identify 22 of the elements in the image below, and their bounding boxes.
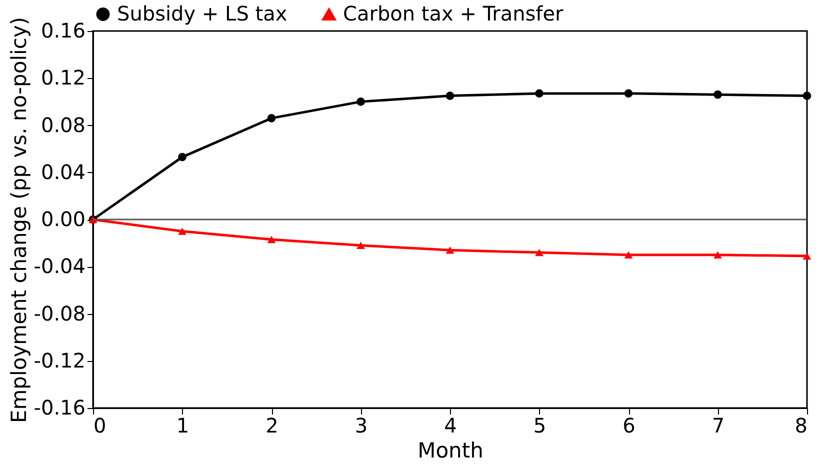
x-tick-label: 2	[266, 414, 278, 438]
x-tick-label: 0	[94, 414, 106, 438]
x-tick-label: 3	[354, 414, 368, 438]
x-tick-label: 6	[622, 414, 636, 438]
y-tick-label: 0.16	[40, 18, 86, 42]
y-tick-label: -0.12	[34, 348, 86, 372]
y-tick-label: -0.08	[34, 301, 86, 326]
y-tick-label: 0.00	[40, 207, 86, 231]
x-axis-title: Month	[418, 438, 484, 462]
x-tick-label: 5	[533, 414, 546, 438]
legend-label: Carbon tax + Transfer	[343, 2, 564, 26]
y-tick-label: 0.12	[40, 66, 86, 90]
x-tick-label: 8	[794, 414, 808, 438]
legend-label: Subsidy + LS tax	[117, 1, 288, 26]
y-tick-label: 0.04	[40, 160, 86, 184]
y-tick-label: -0.04	[34, 254, 86, 278]
y-axis-title: Employment change (pp vs. no-policy)	[6, 16, 31, 424]
y-tick-label: 0.08	[40, 112, 86, 137]
x-tick-label: 4	[444, 414, 457, 438]
y-tick-label: -0.16	[34, 396, 86, 420]
x-tick-label: 7	[712, 414, 725, 438]
x-tick-label: 1	[176, 414, 190, 438]
